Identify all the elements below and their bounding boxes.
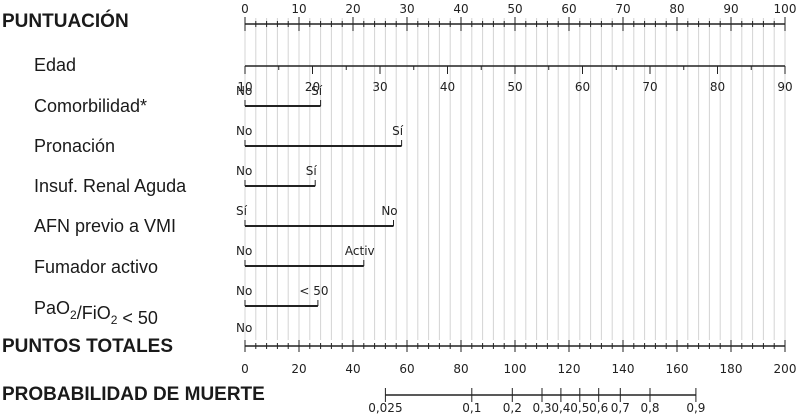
var-label-edad: Edad [34,55,76,75]
edad-tick-label: 30 [372,80,387,94]
var-label-fumador: Fumador activo [34,257,158,277]
total-points-axis-label: PUNTOS TOTALES [2,336,173,357]
cat-label: No [381,204,397,218]
edad-tick-label: 70 [642,80,657,94]
points-axis-tick-label: 20 [345,2,360,16]
cat-label: Sí [236,204,248,218]
edad-tick-label: 60 [575,80,590,94]
probability-tick-label: 0,2 [503,401,522,415]
probability-tick-label: 0,3 [532,401,551,415]
edad-tick-label: 20 [305,80,320,94]
svg-text:PaO2/FiO2 < 50: PaO2/FiO2 < 50 [34,298,158,328]
cat-label: No [236,164,252,178]
probability-tick-label: 0,4 [551,401,570,415]
total-axis-tick-label: 180 [720,362,743,376]
cat-label: Sí [306,164,318,178]
probability-tick-label: 0,8 [640,401,659,415]
probability-tick-label: 0,5 [570,401,589,415]
probability-tick-label: 0,7 [611,401,630,415]
total-axis-tick-label: 120 [558,362,581,376]
points-axis-tick-label: 60 [561,2,576,16]
cat-label: No [236,244,252,258]
edad-tick-label: 40 [440,80,455,94]
cat-label: No [236,84,252,98]
total-axis-tick-label: 60 [399,362,414,376]
points-axis-tick-label: 80 [669,2,684,16]
edad-tick-label: 50 [507,80,522,94]
total-axis-tick-label: 200 [774,362,797,376]
probability-tick-label: 0,9 [686,401,705,415]
total-axis-tick-label: 0 [241,362,249,376]
probability-tick-label: 0,025 [368,401,402,415]
points-axis-tick-label: 10 [291,2,306,16]
var-label-pao2: PaO2/FiO2 < 50 [34,298,158,328]
total-axis-tick-label: 100 [504,362,527,376]
cat-label: Sí [392,124,404,138]
cat-label: Sí [311,84,323,98]
probability-axis-label: PROBABILIDAD DE MUERTE [2,384,265,405]
total-axis-tick-label: 80 [453,362,468,376]
points-axis-tick-label: 50 [507,2,522,16]
edad-tick-label: 90 [777,80,792,94]
points-axis-tick-label: 90 [723,2,738,16]
probability-tick-label: 0,1 [462,401,481,415]
chart-marks: 0 10 20 30 40 50 60 70 80 90 100 10 20 30 40 50 60 70 80 90… [236,2,796,415]
total-axis-tick-label: 20 [291,362,306,376]
cat-label: Activ [345,244,375,258]
points-axis-tick-label: 30 [399,2,414,16]
points-axis-tick-label: 70 [615,2,630,16]
var-label-comorbilidad: Comorbilidad* [34,96,147,116]
cat-label: No [236,321,252,335]
edad-tick-label: 80 [710,80,725,94]
cat-label: < 50 [299,284,328,298]
points-axis-tick-label: 0 [241,2,249,16]
cat-label: No [236,124,252,138]
grid-lines [244,18,786,340]
cat-label: No [236,284,252,298]
var-label-insuf-renal: Insuf. Renal Aguda [34,176,187,196]
total-axis-tick-label: 160 [666,362,689,376]
total-axis-tick-label: 140 [612,362,635,376]
var-label-pronacion: Pronación [34,136,115,156]
edad-tick-label: 10 [237,80,252,94]
total-axis-tick-label: 40 [345,362,360,376]
points-axis-label: PUNTUACIÓN [2,10,129,32]
points-axis-tick-label: 100 [774,2,797,16]
probability-tick-label: 0,6 [589,401,608,415]
points-axis-tick-label: 40 [453,2,468,16]
var-label-afn: AFN previo a VMI [34,216,176,236]
